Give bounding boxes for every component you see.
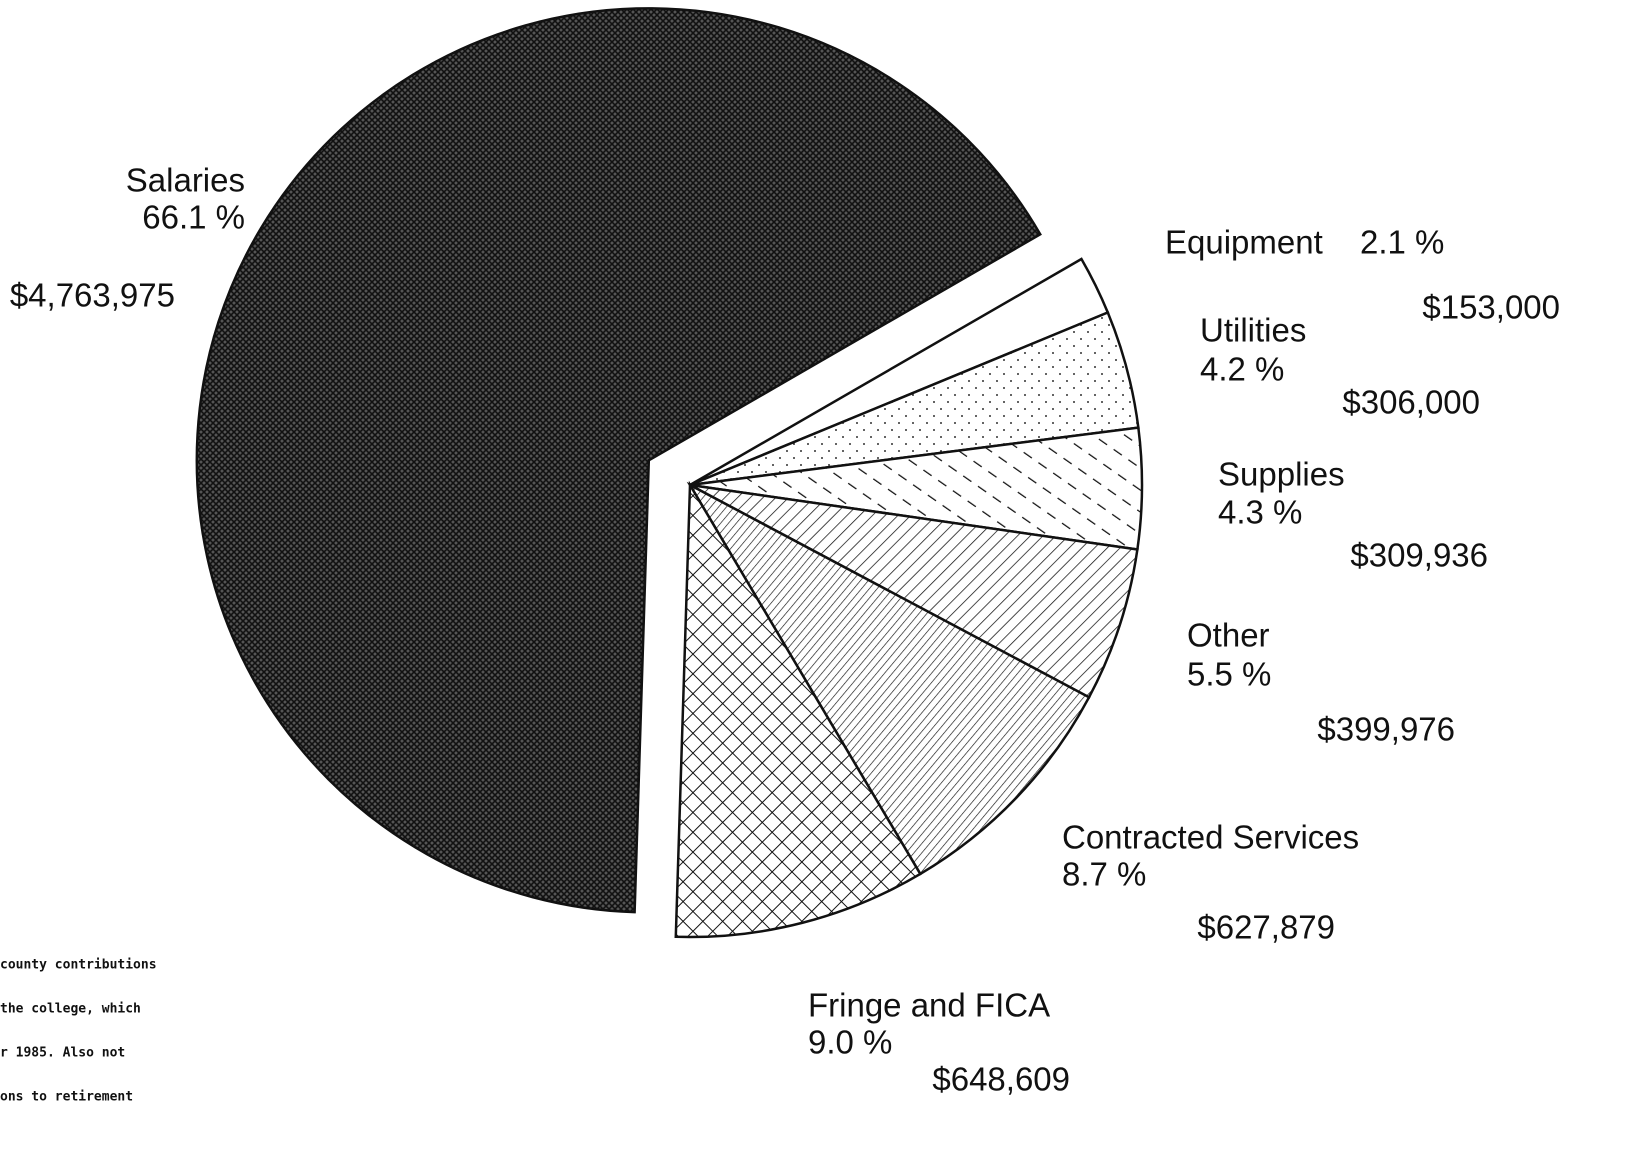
category-label: Supplies xyxy=(1218,456,1345,493)
category-label: Fringe and FICA xyxy=(808,987,1050,1024)
amount-label: $399,976 xyxy=(1317,711,1455,748)
pie-slice xyxy=(674,480,923,939)
value-label: 4.2 % xyxy=(1200,351,1284,388)
value-label: 2.1 % xyxy=(1360,224,1444,261)
amount-label: $627,879 xyxy=(1197,909,1335,946)
value-label: 5.5 % xyxy=(1187,656,1271,693)
amount-label: $309,936 xyxy=(1350,537,1488,574)
pie-slice xyxy=(686,481,1091,876)
category-label: Utilities xyxy=(1200,312,1306,349)
category-label: Other xyxy=(1187,617,1270,654)
amount-label: $153,000 xyxy=(1422,289,1560,326)
footnote: the college, which xyxy=(0,1002,141,1017)
pie-slice xyxy=(689,483,1139,700)
value-label: 4.3 % xyxy=(1218,494,1302,531)
footnote: county contributions xyxy=(0,958,157,973)
value-label: 66.1 % xyxy=(142,199,245,236)
pie-slice xyxy=(195,7,1042,914)
value-label: 9.0 % xyxy=(808,1024,892,1061)
category-label: Salaries xyxy=(126,162,245,199)
footnote: ons to retirement xyxy=(0,1090,133,1105)
footnote: r 1985. Also not xyxy=(0,1046,125,1061)
value-label: 8.7 % xyxy=(1062,856,1146,893)
category-label: Contracted Services xyxy=(1062,819,1359,856)
category-label: Equipment xyxy=(1165,224,1323,261)
amount-label: $306,000 xyxy=(1342,384,1480,421)
amount-label: $648,609 xyxy=(932,1061,1070,1098)
amount-label: $4,763,975 xyxy=(10,277,175,314)
